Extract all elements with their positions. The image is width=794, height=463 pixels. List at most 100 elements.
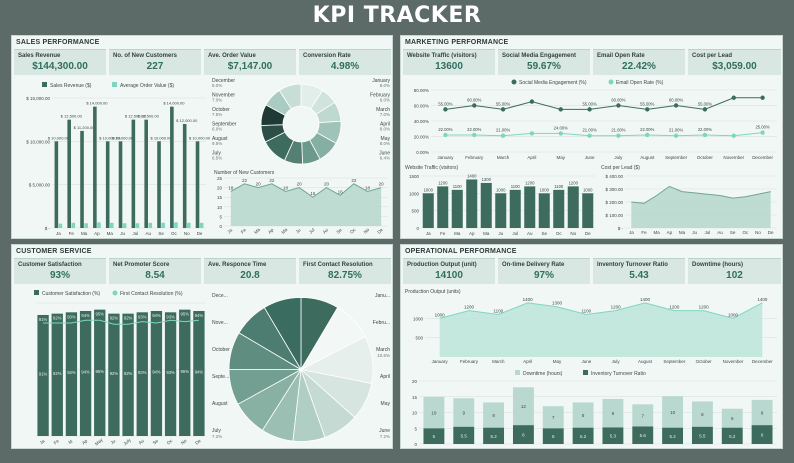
area-line	[439, 302, 763, 319]
series-point	[616, 133, 621, 138]
data-label: 21.00%	[611, 128, 625, 133]
data-label: 55.00%	[640, 101, 654, 106]
x-tick-label: Fe	[440, 231, 446, 236]
data-label: 20	[324, 182, 330, 187]
kpi-label: Conversion Rate	[303, 53, 351, 59]
data-label: 20	[256, 182, 262, 187]
x-tick-label: February	[460, 359, 479, 364]
data-label: 92%	[53, 371, 62, 376]
data-label: 1000	[435, 312, 446, 317]
data-label: 1200	[699, 305, 710, 310]
x-tick-label: Oc	[166, 438, 174, 446]
slice-pct: 7.2%	[380, 434, 390, 439]
x-tick-label: Ma	[483, 231, 490, 236]
kpi-label: Downtime (hours)	[692, 262, 743, 268]
x-tick-label: No	[755, 230, 761, 235]
data-label: 93%	[166, 314, 175, 319]
bar-sales	[80, 130, 84, 228]
bar-aov	[161, 222, 165, 228]
data-label: 94%	[152, 369, 161, 374]
y-tick-label: $ -	[618, 226, 624, 231]
kpi-card: Email Open Rate 22.42%	[593, 49, 685, 75]
series-point	[616, 103, 621, 108]
data-label: 93%	[67, 370, 76, 375]
kpi-card: Conversion Rate 4.98%	[299, 49, 391, 75]
turnover-bar	[751, 425, 773, 444]
traffic-bar	[495, 193, 507, 228]
data-label: $ 12,500.00	[125, 114, 147, 119]
customer-satisfaction-chart: Customer Satisfaction (%) First Contact R…	[14, 287, 210, 448]
kpi-label: Website Traffic (visitors)	[407, 53, 477, 59]
data-label: 1100	[453, 184, 463, 189]
y-tick-label: 1000	[409, 191, 420, 196]
data-label: 8	[701, 412, 704, 417]
turnover-bar	[721, 427, 743, 444]
data-label: 7	[552, 415, 555, 420]
legend-eor-label: Email Open Rate (%)	[616, 80, 664, 86]
y-tick-label: $ 200.00	[605, 200, 623, 205]
slice-label: April	[380, 122, 390, 128]
kpi-card: Ave. Order Value $7,147.00	[204, 49, 296, 75]
turnover-bar	[483, 427, 505, 444]
y-tick-label: 5	[219, 214, 222, 219]
slice-label: June	[379, 428, 390, 434]
csat-bar	[122, 313, 134, 436]
legend-fcr-label: First Contact Resolution (%)	[120, 291, 183, 297]
slice-label: February	[370, 93, 391, 99]
kpi-card: Inventory Turnover Ratio 5.43	[593, 258, 685, 284]
x-tick-label: April	[523, 359, 532, 364]
downtime-bar	[572, 402, 594, 428]
data-label: 1400	[467, 173, 477, 178]
data-label: 18	[365, 185, 371, 190]
slice-label: July	[212, 151, 221, 157]
x-tick-label: Ju	[120, 231, 125, 236]
bar-aov	[97, 222, 101, 228]
series-point	[472, 132, 477, 138]
legend-sme-label: Social Media Engagement (%)	[519, 80, 587, 86]
area-line	[631, 185, 771, 204]
x-tick-label: Ja	[39, 438, 46, 445]
data-label: 93%	[166, 370, 175, 375]
data-label: 1200	[438, 180, 448, 185]
slice-label: July	[212, 428, 221, 434]
x-tick-label: June	[581, 359, 591, 364]
bar-sales	[170, 106, 174, 228]
data-label: 95%	[96, 369, 105, 374]
marketing-panel-title: MARKETING PERFORMANCE	[405, 39, 509, 46]
new-customers-chart: Number of New Customers 25 20 15 10 5 0 Ja Fe Ma A…	[210, 162, 392, 238]
x-tick-label: Ja	[629, 230, 634, 235]
data-label: 92%	[110, 371, 119, 376]
sales-panel-title: SALES PERFORMANCE	[16, 39, 100, 46]
x-tick-label: July	[612, 359, 621, 364]
slice-pct: 8.0%	[380, 141, 390, 146]
marketing-line-chart: Social Media Engagement (%) Email Open Ra…	[403, 76, 781, 162]
data-label: 5.5	[461, 433, 468, 438]
x-tick-label: Ap	[81, 438, 89, 446]
series-point	[500, 107, 506, 112]
x-tick-label: Jul	[133, 231, 139, 236]
traffic-bar	[509, 189, 521, 228]
data-label: 60.00%	[669, 98, 683, 103]
x-tick-label: Oc	[349, 227, 357, 235]
data-label: 1200	[569, 180, 579, 185]
slice-pct: 6.0%	[380, 98, 390, 103]
kpi-value: 227	[146, 61, 164, 72]
x-tick-label: January	[432, 359, 449, 364]
legend-aov-label: Average Order Value ($)	[120, 83, 174, 89]
x-tick-label: October	[697, 155, 714, 160]
series-point	[443, 107, 448, 112]
data-label: 1000	[424, 187, 434, 192]
data-label: 22.00%	[467, 127, 481, 132]
data-label: 94%	[195, 313, 204, 318]
data-label: 18	[228, 185, 234, 190]
donut-slice	[278, 83, 302, 110]
data-label: 92%	[124, 316, 133, 321]
c-cpl-svg: $ 400.00 $ 300.00 $ 200.00 $ 100.00 $ - Ja Fe M…	[601, 165, 777, 235]
data-label: 55.00%	[496, 101, 510, 106]
legend-downtime-label: Downtime (hours)	[523, 371, 563, 377]
y-tick-label: 500	[411, 209, 419, 214]
turnover-bar	[453, 426, 475, 444]
slice-label: March	[376, 347, 390, 353]
kpi-value: 97%	[533, 270, 554, 281]
